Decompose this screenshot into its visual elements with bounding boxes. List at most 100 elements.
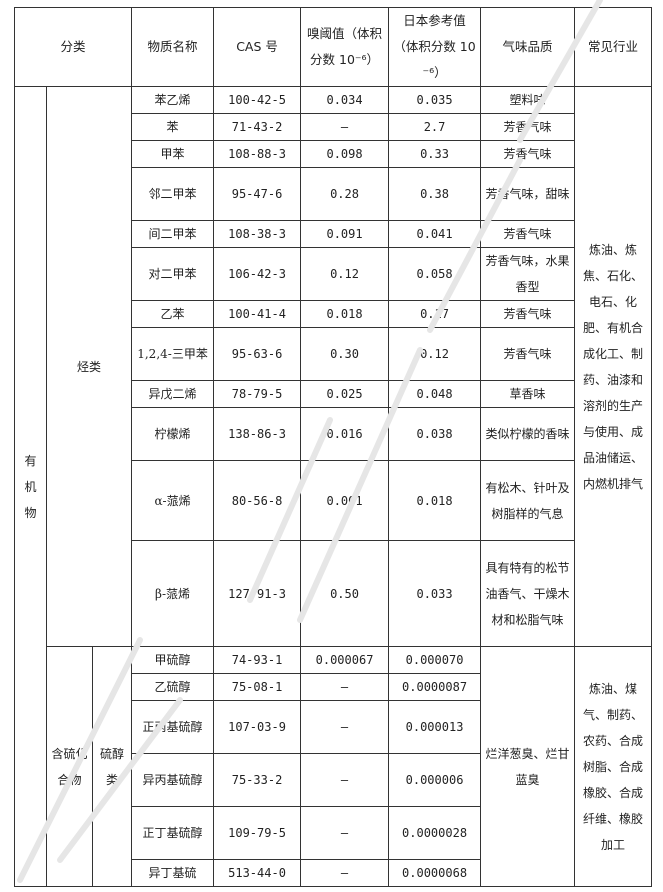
japan-reference: 0.058 [388, 247, 482, 301]
substance-name: 异丁基硫 [131, 859, 215, 887]
odor-threshold: 0.025 [300, 380, 390, 408]
cas-number: 71-43-2 [213, 113, 302, 141]
odor-threshold: 0.018 [300, 300, 390, 328]
thiol-subcategory-label: 硫醇类 [91, 646, 133, 887]
japan-reference: 0.000070 [388, 646, 482, 674]
japan-reference: 0.048 [388, 380, 482, 408]
substance-name: 柠檬烯 [131, 407, 215, 461]
substance-name: 1,2,4-三甲苯 [131, 327, 215, 381]
odor-quality: 芳香气味 [480, 113, 576, 141]
substance-name: β-蒎烯 [131, 540, 215, 647]
odor-quality: 芳香气味 [480, 300, 576, 328]
cas-number: 80-56-8 [213, 460, 302, 541]
substance-name: 对二甲苯 [131, 247, 215, 301]
odor-quality: 芳香气味，水果香型 [480, 247, 576, 301]
cas-number: 74-93-1 [213, 646, 302, 674]
cas-number: 75-08-1 [213, 673, 302, 701]
substance-name: 正丁基硫醇 [131, 806, 215, 860]
substance-name: 异丙基硫醇 [131, 753, 215, 807]
odor-quality: 烂洋葱臭、烂甘蓝臭 [480, 646, 576, 887]
substance-name: 苯 [131, 113, 215, 141]
odor-threshold: 0.016 [300, 407, 390, 461]
cas-number: 95-47-6 [213, 167, 302, 221]
odor-threshold: — [300, 113, 390, 141]
industry-cell: 炼油、煤气、制药、农药、合成树脂、合成橡胶、合成纤维、橡胶加工 [574, 646, 653, 887]
header-name: 物质名称 [131, 7, 215, 87]
header-odor: 气味品质 [480, 7, 576, 87]
odor-threshold: 0.034 [300, 86, 390, 114]
odor-threshold: — [300, 673, 390, 701]
industry-cell: 炼油、炼焦、石化、电石、化肥、有机合成化工、制药、油漆和溶剂的生产与使用、成品油… [574, 86, 653, 647]
cas-number: 127-91-3 [213, 540, 302, 647]
cas-number: 107-03-9 [213, 700, 302, 754]
odor-threshold: — [300, 859, 390, 887]
header-japan-ref: 日本参考值（体积分数 10⁻⁶） [388, 7, 482, 87]
header-industry: 常见行业 [574, 7, 653, 87]
japan-reference: 0.0000087 [388, 673, 482, 701]
cas-number: 106-42-3 [213, 247, 302, 301]
odor-quality: 有松木、针叶及树脂样的气息 [480, 460, 576, 541]
odor-quality: 芳香气味 [480, 220, 576, 248]
japan-reference: 0.041 [388, 220, 482, 248]
japan-reference: 0.0000068 [388, 859, 482, 887]
japan-reference: 2.7 [388, 113, 482, 141]
cas-number: 100-41-4 [213, 300, 302, 328]
substance-name: 乙苯 [131, 300, 215, 328]
odor-quality: 芳香气味 [480, 140, 576, 168]
cas-number: 138-86-3 [213, 407, 302, 461]
odor-substance-table: 分类 物质名称 CAS 号 嗅阈值（体积分数 10⁻⁶） 日本参考值（体积分数 … [13, 7, 653, 887]
header-category: 分类 [13, 7, 133, 87]
odor-quality: 具有特有的松节油香气、干燥木材和松脂气味 [480, 540, 576, 647]
substance-name: 苯乙烯 [131, 86, 215, 114]
odor-threshold: 0.000067 [300, 646, 390, 674]
odor-threshold: — [300, 753, 390, 807]
japan-reference: 0.000006 [388, 753, 482, 807]
odor-threshold: — [300, 806, 390, 860]
substance-name: 甲硫醇 [131, 646, 215, 674]
substance-name: 正丙基硫醇 [131, 700, 215, 754]
japan-reference: 0.17 [388, 300, 482, 328]
hydrocarbon-category-label: 烃类 [45, 86, 133, 647]
header-cas: CAS 号 [213, 7, 302, 87]
table-row: 有机物 烃类 苯乙烯 100-42-5 0.034 0.035 塑料味 炼油、炼焦、石化、电石… [14, 86, 653, 887]
odor-quality: 类似柠檬的香味 [480, 407, 576, 461]
odor-threshold: 0.28 [300, 167, 390, 221]
substance-name: 异戊二烯 [131, 380, 215, 408]
cas-number: 78-79-5 [213, 380, 302, 408]
cas-number: 100-42-5 [213, 86, 302, 114]
substance-name: 邻二甲苯 [131, 167, 215, 221]
odor-quality: 芳香气味 [480, 327, 576, 381]
japan-reference: 0.033 [388, 540, 482, 647]
odor-quality: 草香味 [480, 380, 576, 408]
japan-reference: 0.33 [388, 140, 482, 168]
substance-name: 甲苯 [131, 140, 215, 168]
japan-reference: 0.12 [388, 327, 482, 381]
japan-reference: 0.0000028 [388, 806, 482, 860]
odor-threshold: 0.098 [300, 140, 390, 168]
japan-reference: 0.000013 [388, 700, 482, 754]
odor-threshold: 0.12 [300, 247, 390, 301]
header-row: 分类 物质名称 CAS 号 嗅阈值（体积分数 10⁻⁶） 日本参考值（体积分数 … [13, 7, 653, 87]
organic-category-label: 有机物 [14, 86, 47, 887]
odor-threshold: — [300, 700, 390, 754]
cas-number: 513-44-0 [213, 859, 302, 887]
odor-threshold: 0.30 [300, 327, 390, 381]
odor-threshold: 0.50 [300, 540, 390, 647]
substance-name: 乙硫醇 [131, 673, 215, 701]
japan-reference: 0.035 [388, 86, 482, 114]
table-row: 含硫化合物 硫醇类 甲硫醇 74-93-1 0.000067 0.000070 烂洋葱臭、烂… [15, 646, 653, 887]
substance-name: α-蒎烯 [131, 460, 215, 541]
japan-reference: 0.038 [388, 407, 482, 461]
japan-reference: 0.38 [388, 167, 482, 221]
cas-number: 109-79-5 [213, 806, 302, 860]
cas-number: 108-88-3 [213, 140, 302, 168]
odor-quality: 塑料味 [480, 86, 576, 114]
substance-name: 间二甲苯 [131, 220, 215, 248]
odor-threshold: 0.091 [300, 220, 390, 248]
sulfur-category-label: 含硫化合物 [46, 646, 93, 887]
cas-number: 95-63-6 [213, 327, 302, 381]
cas-number: 75-33-2 [213, 753, 302, 807]
header-threshold: 嗅阈值（体积分数 10⁻⁶） [300, 7, 390, 87]
cas-number: 108-38-3 [213, 220, 302, 248]
odor-quality: 芳香气味，甜味 [480, 167, 576, 221]
